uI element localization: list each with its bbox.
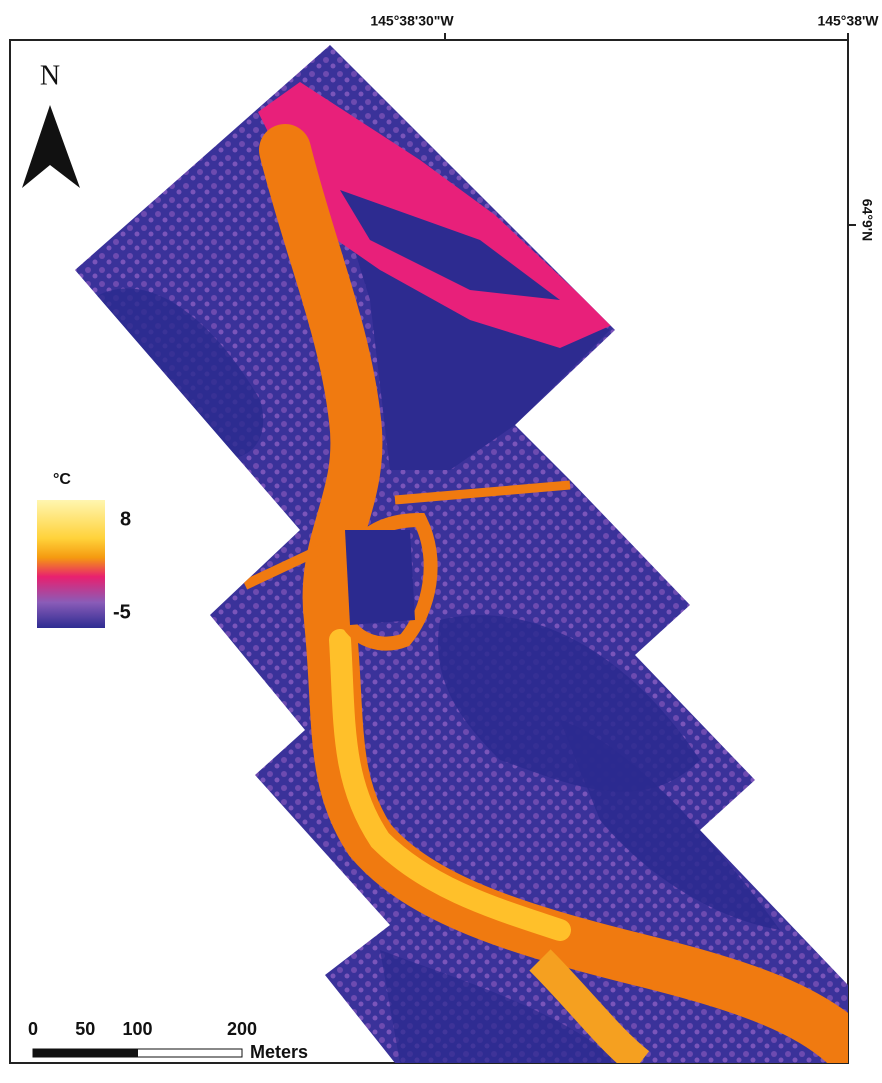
scale-label: 50 [75,1019,95,1039]
legend-min: -5 [113,601,131,623]
map: 145°38'30"W 145°38'W 64°9'N N °C 8 -5 0 5… [0,0,882,1078]
scale-unit: Meters [250,1042,308,1062]
scale-label: 0 [28,1019,38,1039]
scale-bar: 0 50 100 200 Meters [28,1019,308,1062]
legend-max: 8 [120,508,131,530]
page: 145°38'30"W 145°38'W 64°9'N N °C 8 -5 0 5… [0,0,882,1078]
island [345,530,415,625]
longitude-label: 145°38'30"W [370,13,454,29]
thermal-image [0,0,882,1078]
north-label: N [40,60,60,91]
latitude-label: 64°9'N [859,199,875,241]
longitude-label: 145°38'W [817,13,879,29]
scale-segment [138,1049,243,1057]
legend-ramp [37,500,105,628]
scale-label: 200 [227,1019,257,1039]
scale-label: 100 [122,1019,152,1039]
scale-segment [33,1049,138,1057]
legend-unit: °C [53,471,71,488]
north-arrow [22,105,80,188]
